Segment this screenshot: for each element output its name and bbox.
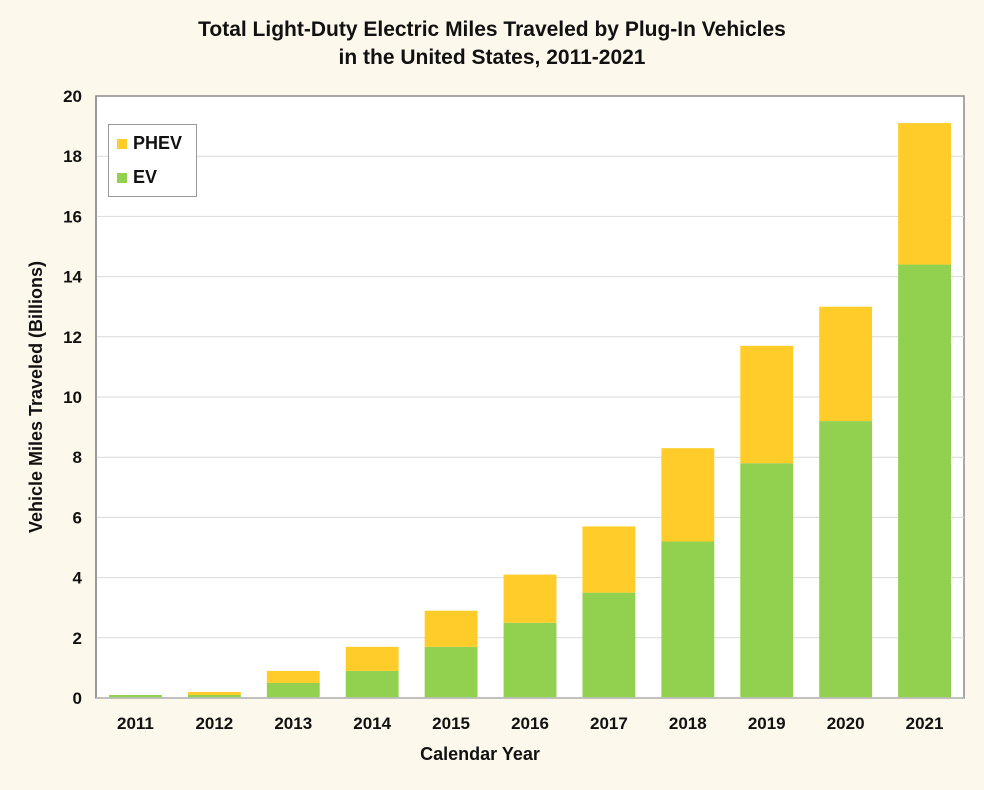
chart-title-line1: Total Light-Duty Electric Miles Traveled… <box>198 18 786 41</box>
y-tick-label: 0 <box>73 689 82 708</box>
x-tick-label: 2018 <box>669 714 707 733</box>
bar-phev-2021 <box>898 123 951 265</box>
bar-phev-2020 <box>819 306 873 422</box>
x-tick-label: 2016 <box>511 714 549 733</box>
bar-ev-2018 <box>661 541 715 698</box>
bar-ev-2013 <box>266 682 320 698</box>
x-tick-label: 2019 <box>748 714 786 733</box>
chart-subtitle: in the United States, 2011-2021 <box>338 46 646 69</box>
y-tick-label: 18 <box>63 147 82 166</box>
bar-ev-2019 <box>740 463 794 698</box>
y-tick-label: 10 <box>63 388 82 407</box>
chart-title: Total Light-Duty Electric Miles Traveled… <box>0 16 984 72</box>
bar-phev-2013 <box>266 670 320 683</box>
bar-phev-2012 <box>187 691 241 695</box>
bar-ev-2011 <box>109 694 162 698</box>
y-tick-label: 4 <box>73 569 83 588</box>
y-tick-label: 12 <box>63 328 82 347</box>
legend: PHEV EV <box>108 124 197 197</box>
bar-ev-2020 <box>819 421 873 698</box>
bar-phev-2016 <box>503 574 557 623</box>
bar-phev-2015 <box>424 610 478 647</box>
bar-ev-2012 <box>187 694 241 698</box>
legend-label-phev: PHEV <box>133 133 183 153</box>
x-tick-label: 2013 <box>274 714 312 733</box>
legend-swatch-ev <box>117 172 127 183</box>
x-tick-label: 2014 <box>353 714 391 733</box>
y-tick-label: 14 <box>63 268 82 287</box>
bar-phev-2019 <box>740 345 794 464</box>
legend-label-ev: EV <box>133 167 158 187</box>
x-tick-label: 2017 <box>590 714 628 733</box>
bar-ev-2015 <box>424 646 478 698</box>
bar-ev-2014 <box>345 670 399 698</box>
x-tick-label: 2011 <box>117 714 154 733</box>
bar-phev-2018 <box>661 448 715 542</box>
bar-ev-2017 <box>582 592 636 698</box>
bar-phev-2017 <box>582 526 636 593</box>
y-tick-label: 16 <box>63 207 82 226</box>
x-tick-label: 2021 <box>906 714 944 733</box>
x-tick-label: 2020 <box>827 714 865 733</box>
x-tick-label: 2012 <box>195 714 233 733</box>
x-axis-label: Calendar Year <box>420 744 540 764</box>
y-tick-label: 6 <box>73 508 82 527</box>
legend-item-ev: EV <box>117 167 157 188</box>
y-axis-label: Vehicle Miles Traveled (Billions) <box>26 261 46 533</box>
y-tick-label: 2 <box>73 629 82 648</box>
y-tick-label: 8 <box>73 448 82 467</box>
bar-phev-2014 <box>345 646 399 671</box>
bar-ev-2016 <box>503 622 557 698</box>
y-tick-label: 20 <box>63 87 82 106</box>
legend-item-phev: PHEV <box>117 133 182 154</box>
x-tick-label: 2015 <box>432 714 470 733</box>
legend-swatch-phev <box>117 138 127 149</box>
bar-ev-2021 <box>898 264 951 698</box>
